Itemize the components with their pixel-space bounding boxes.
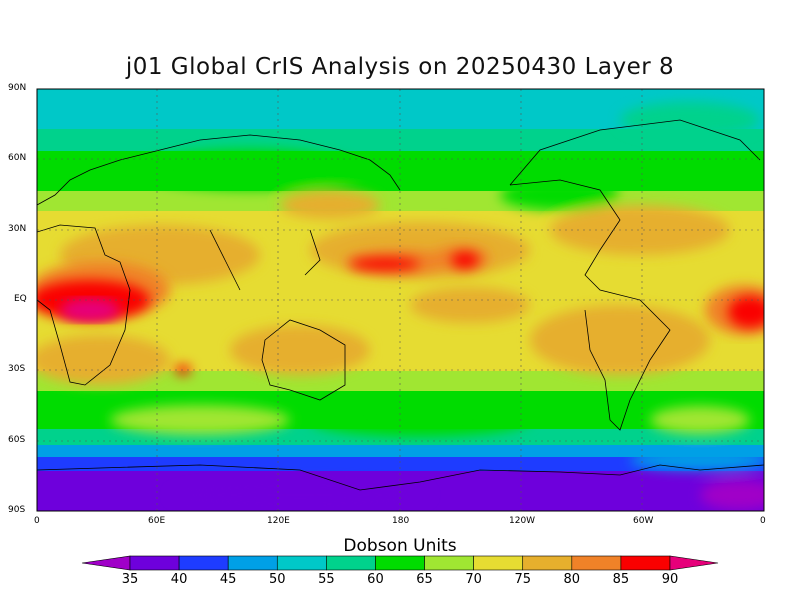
lon-label-60e: 60E [148,516,166,526]
colorbar-swatch [424,555,474,571]
grid [37,89,764,511]
colorbar-swatch [276,555,327,571]
colorbar-tick-label: 35 [121,572,139,587]
colorbar-tick-label: 45 [219,572,237,587]
band-south-lower [37,371,764,391]
lon-label-120e: 120E [267,516,290,526]
colorbar-swatch [178,555,229,571]
colorbar-tick-label: 40 [170,572,188,587]
lon-label-0-east: 0 [760,516,766,526]
lat-label-60s: 60S [8,435,26,445]
colorbar-tick-label: 65 [416,572,433,587]
colorbar [81,555,719,571]
colorbar-swatch [473,555,524,571]
lat-label-eq: EQ [14,294,27,304]
colorbar-title: Dobson Units [343,536,457,556]
map-frame [36,88,765,512]
colorbar-arrow-low [81,555,131,571]
colorbar-tick-label: 70 [465,572,482,587]
lat-label-30s: 30S [8,364,26,374]
colorbar-arrow-high [669,555,719,571]
colorbar-tick-label: 90 [661,572,679,587]
lon-label-120w: 120W [509,516,536,526]
band-antarctic-edge [37,457,764,471]
colorbar-tick-label: 55 [318,572,335,587]
band-southern-ocean [37,445,764,457]
coastlines [37,119,764,491]
map-title: j01 Global CrIS Analysis on 20250430 Lay… [125,54,675,80]
colorbar-tick-label: 60 [367,572,384,587]
colorbar-tick-label: 80 [563,572,581,587]
lon-label-0-west: 0 [34,516,40,526]
lon-label-60w: 60W [633,516,654,526]
colorbar-swatch [227,555,278,571]
lon-label-180: 180 [392,516,410,526]
colorbar-swatch [129,555,180,571]
colorbar-swatch [375,555,425,571]
lat-label-90n: 90N [8,83,27,93]
colorbar-swatch [326,555,376,571]
colorbar-tick-label: 85 [612,572,630,587]
band-subarctic [37,129,764,151]
colorbar-swatch [620,555,671,571]
lat-label-60n: 60N [8,153,27,163]
lat-label-30n: 30N [8,224,27,234]
colorbar-tick-label: 75 [514,572,531,587]
colorbar-swatch [522,555,573,571]
lat-label-90s: 90S [8,505,26,515]
colorbar-tick-label: 50 [268,572,286,587]
colorbar-swatch [571,555,622,571]
